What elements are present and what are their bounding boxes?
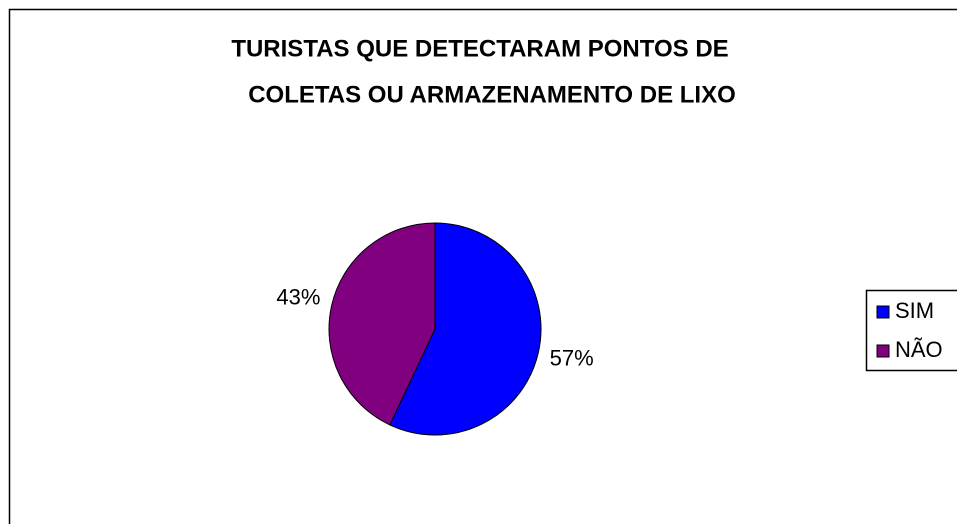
pie-slice [328, 222, 436, 426]
chart-title: TURISTAS QUE DETECTARAM PONTOS DE [231, 35, 728, 62]
legend-label: NÃO [895, 337, 943, 362]
legend-swatch [876, 305, 890, 319]
data-label: 57% [550, 345, 594, 370]
data-label: 43% [276, 284, 320, 309]
chart-title: COLETAS OU ARMAZENAMENTO DE LIXO [248, 81, 736, 108]
legend-label: SIM [895, 298, 934, 323]
pie-slice [389, 222, 542, 436]
legend-swatch [876, 344, 890, 358]
